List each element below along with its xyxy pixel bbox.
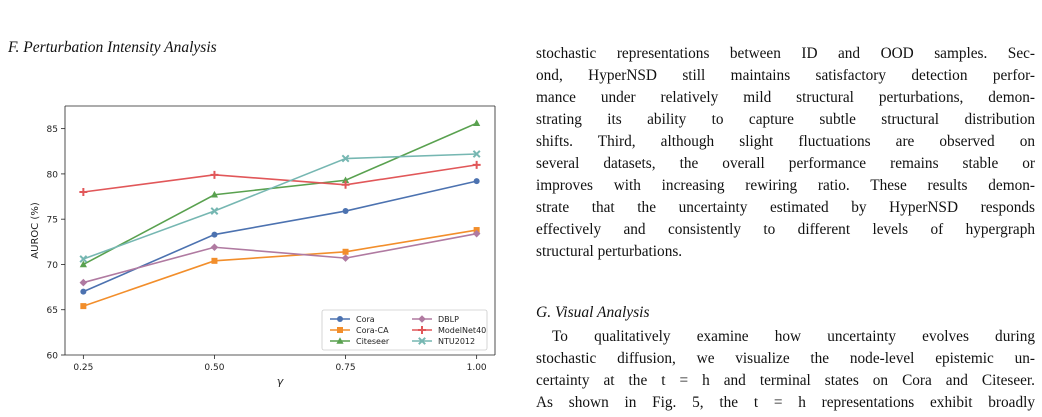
x-axis-ticks: 0.25 0.50 0.75 1.00	[73, 355, 487, 373]
y-tick-label: 70	[47, 261, 59, 271]
series-line-dblp	[83, 232, 477, 284]
series-modelnet40	[79, 160, 481, 197]
data-point-cora-ca	[342, 248, 349, 255]
series-cora	[80, 178, 480, 295]
paragraph-line: mance under relatively mild structural p…	[536, 89, 1035, 106]
paragraph-line: several datasets, the overall performanc…	[536, 155, 1035, 172]
y-axis-label: AUROC (%)	[30, 202, 41, 259]
y-axis-ticks: 60 65 70 75 80 85	[47, 125, 65, 362]
paragraph-line: strate that the uncertainty estimated by…	[536, 199, 1035, 216]
legend-marker	[418, 326, 426, 334]
series-cora-ca	[80, 227, 480, 310]
plot-frame	[64, 105, 496, 356]
data-point-cora	[473, 178, 480, 185]
series-ntu2012	[79, 150, 481, 263]
series-line-ntu2012	[83, 153, 477, 260]
series-line-citeseer	[82, 122, 477, 266]
section-heading-visual: G. Visual Analysis	[536, 304, 650, 321]
section-heading-perturbation: F. Perturbation Intensity Analysis	[8, 39, 217, 56]
x-tick-label: 0.25	[73, 363, 93, 373]
legend-marker	[337, 327, 343, 333]
legend-entry-modelnet40: ModelNet40	[412, 326, 486, 335]
data-point-modelnet40	[472, 160, 481, 169]
paragraph-line: strating its ability to capture subtle s…	[536, 111, 1035, 128]
series-citeseer	[79, 119, 481, 268]
x-tick-label: 1.00	[467, 363, 487, 373]
chart-legend: Cora Cora-CA Citeseer DBLP ModelNet40 NTU2012	[321, 309, 488, 351]
data-point-cora-ca	[80, 303, 87, 310]
legend-label: Cora-CA	[356, 326, 389, 335]
legend-entry-cora-ca: Cora-CA	[330, 326, 389, 335]
paragraph-line: As shown in Fig. 5, the t = h representa…	[536, 394, 1035, 411]
data-point-citeseer	[341, 176, 350, 184]
legend-label: NTU2012	[438, 337, 475, 346]
legend-marker	[337, 316, 343, 322]
data-point-cora	[342, 208, 349, 215]
data-point-ntu2012	[472, 150, 481, 158]
legend-marker	[336, 337, 344, 344]
data-point-dblp	[79, 278, 88, 287]
x-axis-label: γ	[277, 375, 284, 388]
legend-label: DBLP	[438, 315, 459, 324]
paragraph-line: To qualitatively examine how uncertainty…	[552, 328, 1035, 345]
y-tick-label: 80	[47, 170, 59, 180]
y-tick-label: 85	[47, 125, 58, 135]
y-tick-label: 65	[47, 306, 58, 316]
paragraph-line: structural perturbations.	[536, 243, 683, 260]
data-point-modelnet40	[341, 180, 350, 189]
paragraph-results: stochastic representations between ID an…	[536, 43, 1035, 263]
paragraph-line: certainty at the t = h and terminal stat…	[536, 372, 1035, 389]
data-point-citeseer	[473, 119, 481, 127]
data-point-ntu2012	[79, 255, 88, 263]
data-point-citeseer	[210, 190, 219, 198]
paragraph-line: stochastic diffusion, we visualize the n…	[536, 350, 1035, 367]
legend-marker	[418, 337, 426, 345]
paragraph-line: improves with increasing rewiring ratio.…	[536, 177, 1035, 194]
series-line-cora-ca	[83, 229, 477, 307]
legend-entry-ntu2012: NTU2012	[412, 337, 475, 346]
data-point-cora-ca	[211, 257, 218, 264]
paragraph-visual-analysis: To qualitatively examine how uncertainty…	[536, 326, 1035, 414]
legend-label: Citeseer	[356, 337, 390, 346]
legend-label: ModelNet40	[438, 326, 486, 335]
paragraph-line: stochastic representations between ID an…	[536, 45, 1035, 62]
data-point-cora	[211, 231, 218, 238]
x-tick-label: 0.75	[336, 363, 356, 373]
legend-entry-dblp: DBLP	[412, 315, 459, 324]
legend-marker	[418, 315, 426, 323]
data-point-dblp	[341, 254, 350, 262]
data-point-dblp	[210, 243, 219, 252]
series-layer	[79, 119, 481, 310]
series-line-modelnet40	[83, 164, 477, 193]
data-point-citeseer	[79, 260, 87, 268]
data-point-ntu2012	[210, 207, 219, 215]
paragraph-line: ond, HyperNSD still maintains satisfacto…	[536, 67, 1035, 84]
data-point-cora	[80, 288, 87, 295]
legend-entry-cora: Cora	[330, 315, 375, 324]
y-tick-label: 75	[47, 216, 58, 226]
paragraph-line: shifts. Third, although slight fluctuati…	[536, 133, 1035, 150]
data-point-modelnet40	[210, 170, 219, 179]
legend-entry-citeseer: Citeseer	[330, 337, 390, 346]
data-point-modelnet40	[79, 188, 88, 197]
data-point-ntu2012	[341, 154, 350, 163]
paragraph-line: effectively and consistently to differen…	[536, 221, 1035, 238]
series-line-cora	[83, 180, 477, 293]
y-tick-label: 60	[47, 352, 59, 362]
legend-label: Cora	[356, 315, 375, 324]
x-tick-label: 0.50	[204, 363, 224, 373]
series-dblp	[79, 229, 481, 287]
legend-box	[321, 309, 488, 351]
data-point-dblp	[472, 229, 481, 238]
